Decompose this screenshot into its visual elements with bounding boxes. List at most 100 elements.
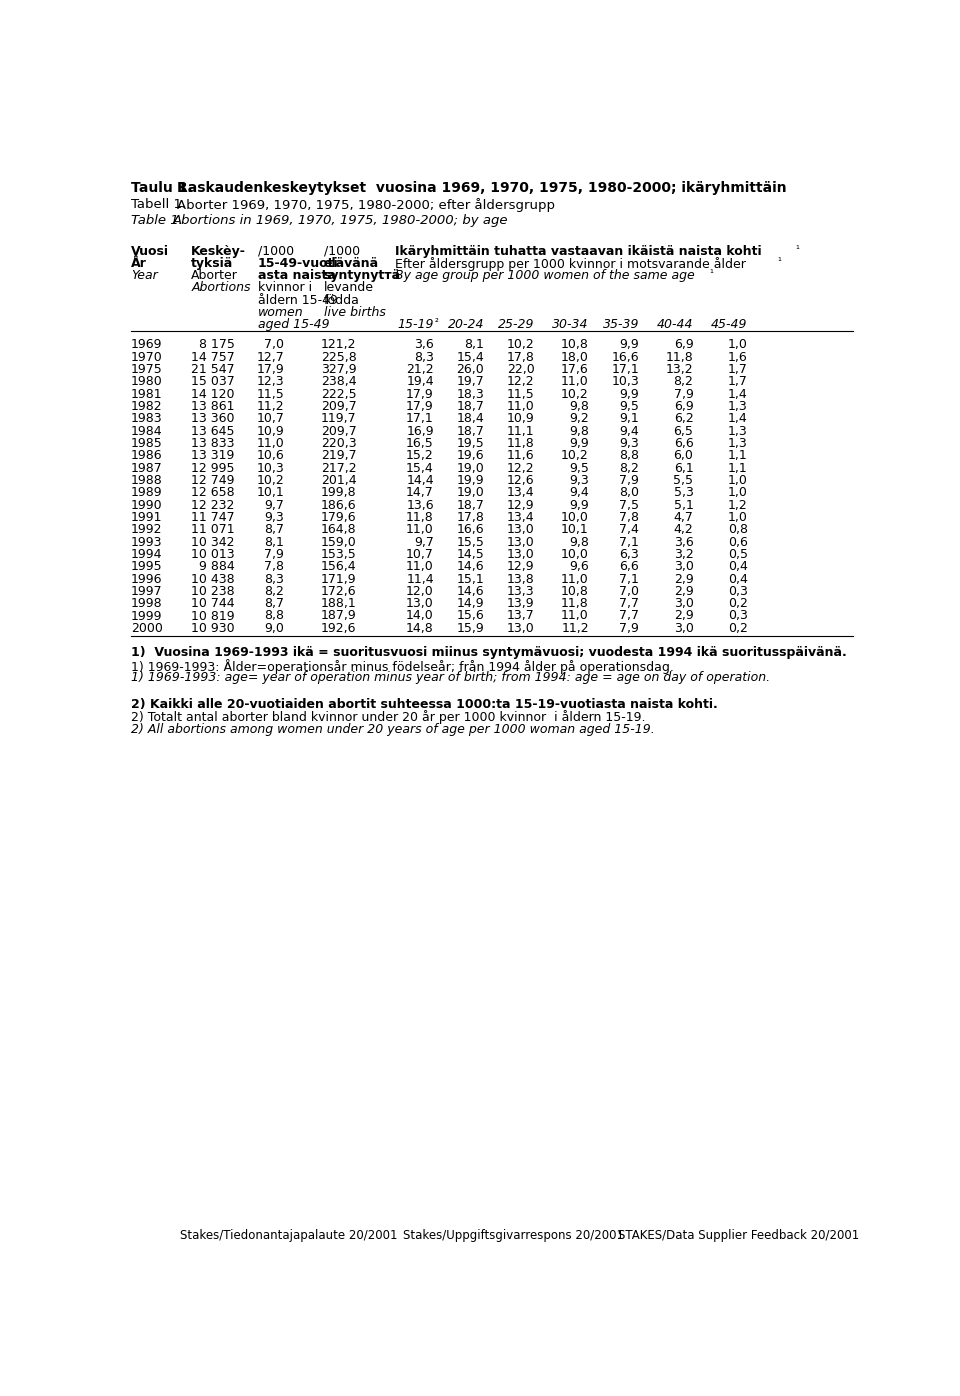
Text: 9,1: 9,1 [619, 412, 639, 426]
Text: 9,9: 9,9 [569, 498, 588, 511]
Text: 0,8: 0,8 [728, 524, 748, 536]
Text: 22,0: 22,0 [507, 363, 535, 376]
Text: 0,5: 0,5 [728, 547, 748, 561]
Text: 9,5: 9,5 [569, 462, 588, 475]
Text: syntynytтä: syntynytтä [324, 269, 401, 282]
Text: 18,3: 18,3 [457, 388, 484, 401]
Text: 10 238: 10 238 [191, 585, 234, 597]
Text: 10 342: 10 342 [191, 536, 234, 549]
Text: 10,3: 10,3 [256, 462, 284, 475]
Text: 19,0: 19,0 [457, 486, 484, 500]
Text: 188,1: 188,1 [321, 597, 356, 610]
Text: 17,6: 17,6 [562, 363, 588, 376]
Text: 18,7: 18,7 [456, 401, 484, 413]
Text: 3,6: 3,6 [414, 338, 434, 352]
Text: 14,6: 14,6 [457, 585, 484, 597]
Text: 13 319: 13 319 [191, 450, 234, 462]
Text: 1981: 1981 [131, 388, 162, 401]
Text: 11,0: 11,0 [562, 376, 588, 388]
Text: 16,6: 16,6 [612, 350, 639, 364]
Text: 12 749: 12 749 [191, 475, 234, 487]
Text: 10 744: 10 744 [191, 597, 234, 610]
Text: 12,6: 12,6 [507, 475, 535, 487]
Text: 164,8: 164,8 [321, 524, 356, 536]
Text: Ikäryhmittäin tuhatta vastaavan ikäistä naista kohti: Ikäryhmittäin tuhatta vastaavan ikäistä … [396, 244, 761, 257]
Text: 19,5: 19,5 [457, 437, 484, 450]
Text: 13 360: 13 360 [191, 412, 234, 426]
Text: 7,9: 7,9 [674, 388, 693, 401]
Text: 201,4: 201,4 [321, 475, 356, 487]
Text: 15 037: 15 037 [191, 376, 234, 388]
Text: Abortions: Abortions [191, 282, 251, 295]
Text: 3,0: 3,0 [674, 597, 693, 610]
Text: 0,6: 0,6 [728, 536, 748, 549]
Text: 7,7: 7,7 [619, 610, 639, 623]
Text: 156,4: 156,4 [321, 560, 356, 574]
Text: 12,2: 12,2 [507, 376, 535, 388]
Text: 4,7: 4,7 [674, 511, 693, 524]
Text: 7,9: 7,9 [619, 475, 639, 487]
Text: 35-39: 35-39 [603, 318, 639, 331]
Text: 9,0: 9,0 [264, 621, 284, 635]
Text: 220,3: 220,3 [321, 437, 356, 450]
Text: 18,0: 18,0 [561, 350, 588, 364]
Text: 219,7: 219,7 [321, 450, 356, 462]
Text: 11,0: 11,0 [507, 401, 535, 413]
Text: 13,8: 13,8 [507, 572, 535, 585]
Text: 8,2: 8,2 [619, 462, 639, 475]
Text: 11 071: 11 071 [191, 524, 234, 536]
Text: 12,2: 12,2 [507, 462, 535, 475]
Text: 1,3: 1,3 [728, 437, 748, 450]
Text: 1,4: 1,4 [728, 412, 748, 426]
Text: 45-49: 45-49 [711, 318, 748, 331]
Text: 14,7: 14,7 [406, 486, 434, 500]
Text: 21 547: 21 547 [191, 363, 234, 376]
Text: 13,0: 13,0 [507, 547, 535, 561]
Text: 14 120: 14 120 [191, 388, 234, 401]
Text: 10,2: 10,2 [562, 388, 588, 401]
Text: 40-44: 40-44 [657, 318, 693, 331]
Text: 7,5: 7,5 [619, 498, 639, 511]
Text: 8,8: 8,8 [264, 610, 284, 623]
Text: 11,0: 11,0 [406, 524, 434, 536]
Text: 14,6: 14,6 [457, 560, 484, 574]
Text: 1,1: 1,1 [728, 462, 748, 475]
Text: 9,7: 9,7 [414, 536, 434, 549]
Text: 9 884: 9 884 [199, 560, 234, 574]
Text: 9,9: 9,9 [569, 437, 588, 450]
Text: 17,1: 17,1 [406, 412, 434, 426]
Text: 0,3: 0,3 [728, 610, 748, 623]
Text: 1990: 1990 [131, 498, 162, 511]
Text: 1,4: 1,4 [728, 388, 748, 401]
Text: 18,7: 18,7 [456, 424, 484, 438]
Text: 8 175: 8 175 [199, 338, 234, 352]
Text: 7,0: 7,0 [264, 338, 284, 352]
Text: Keskèy-: Keskèy- [191, 244, 246, 257]
Text: /1000: /1000 [324, 244, 360, 257]
Text: 3,0: 3,0 [674, 621, 693, 635]
Text: 209,7: 209,7 [321, 401, 356, 413]
Text: 13,2: 13,2 [666, 363, 693, 376]
Text: 1,7: 1,7 [728, 363, 748, 376]
Text: födda: födda [324, 293, 360, 307]
Text: 159,0: 159,0 [321, 536, 356, 549]
Text: 1993: 1993 [131, 536, 162, 549]
Text: 8,1: 8,1 [264, 536, 284, 549]
Text: 9,5: 9,5 [619, 401, 639, 413]
Text: 1,1: 1,1 [728, 450, 748, 462]
Text: 15,4: 15,4 [406, 462, 434, 475]
Text: 12,7: 12,7 [256, 350, 284, 364]
Text: 11,2: 11,2 [256, 401, 284, 413]
Text: 11,2: 11,2 [562, 621, 588, 635]
Text: 186,6: 186,6 [321, 498, 356, 511]
Text: 17,8: 17,8 [456, 511, 484, 524]
Text: 13,6: 13,6 [406, 498, 434, 511]
Text: 11,8: 11,8 [665, 350, 693, 364]
Text: 15,9: 15,9 [457, 621, 484, 635]
Text: Raskaudenkeskeytykset  vuosina 1969, 1970, 1975, 1980-2000; ikäryhmittäin: Raskaudenkeskeytykset vuosina 1969, 1970… [177, 181, 786, 195]
Text: STAKES/Data Supplier Feedback 20/2001: STAKES/Data Supplier Feedback 20/2001 [618, 1228, 860, 1241]
Text: 10 819: 10 819 [191, 610, 234, 623]
Text: 30-34: 30-34 [552, 318, 588, 331]
Text: 10,1: 10,1 [562, 524, 588, 536]
Text: 10 438: 10 438 [191, 572, 234, 585]
